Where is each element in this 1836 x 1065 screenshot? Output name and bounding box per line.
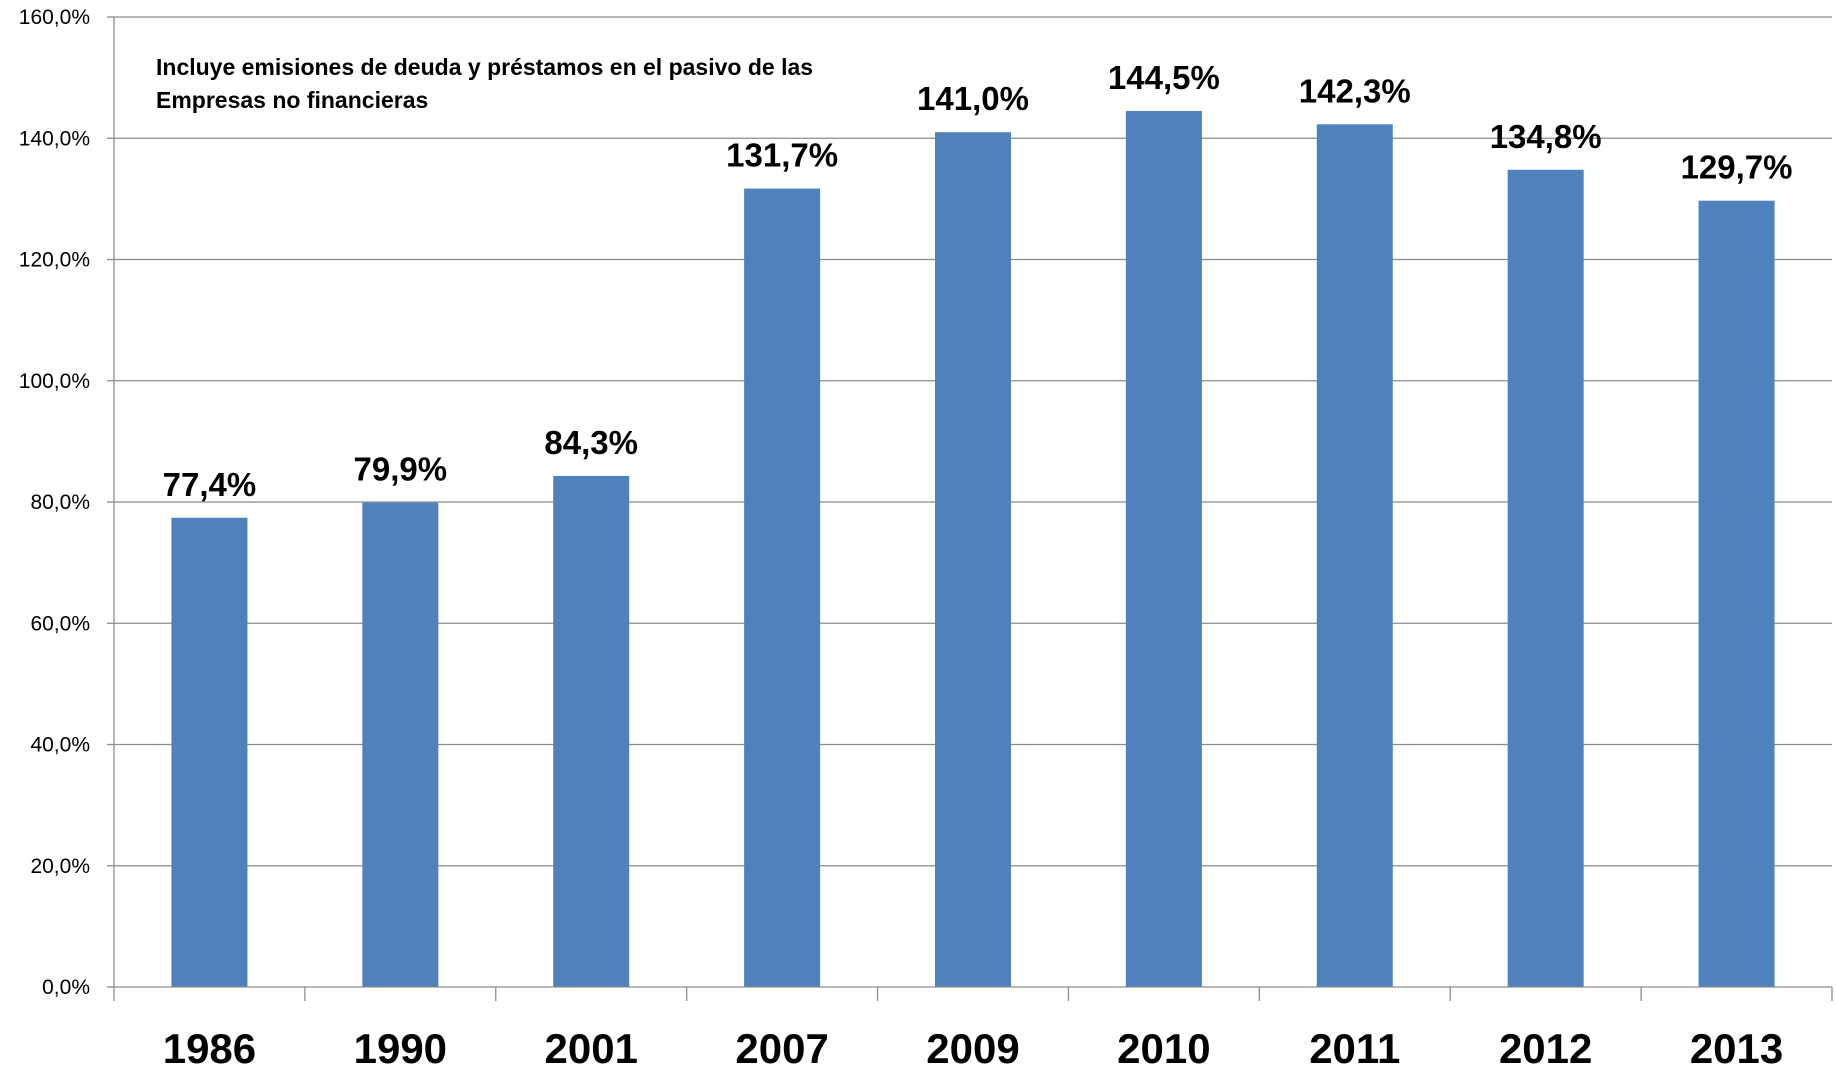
y-tick-label: 20,0%	[30, 855, 90, 878]
x-tick-label-2011: 2011	[1309, 1025, 1400, 1065]
bar-2001	[553, 475, 630, 987]
y-tick-label: 100,0%	[19, 370, 90, 393]
data-label-2011: 142,3%	[1299, 72, 1411, 109]
data-label-2001: 84,3%	[544, 424, 638, 461]
x-tick-label-2010: 2010	[1117, 1025, 1210, 1065]
labels: 0,0% 20,0% 40,0% 60,0% 80,0% 100,0% 120,0% 140,…	[19, 6, 1793, 1065]
x-tick-label-1990: 1990	[354, 1025, 447, 1065]
axes	[107, 16, 1833, 1001]
annotation-line-1: Incluye emisiones de deuda y préstamos e…	[156, 54, 813, 80]
annotation-line-2: Empresas no financieras	[156, 87, 428, 113]
data-label-2013: 129,7%	[1681, 149, 1793, 186]
y-tick-label: 160,0%	[19, 6, 90, 29]
x-tick-label-2007: 2007	[735, 1025, 828, 1065]
data-label-2010: 144,5%	[1108, 59, 1220, 96]
bar-1990	[362, 502, 439, 987]
x-tick-label-2012: 2012	[1499, 1025, 1592, 1065]
data-label-2007: 131,7%	[726, 137, 838, 174]
bar-2007	[744, 188, 821, 988]
y-tick-label: 80,0%	[30, 491, 90, 514]
bar-2010	[1125, 110, 1202, 987]
data-label-1986: 77,4%	[163, 466, 257, 503]
bar-2011	[1316, 124, 1393, 987]
data-label-2012: 134,8%	[1490, 118, 1602, 155]
y-tick-label: 40,0%	[30, 734, 90, 757]
y-tick-label: 120,0%	[19, 249, 90, 272]
y-tick-label: 0,0%	[42, 976, 90, 999]
x-tick-label-1986: 1986	[163, 1025, 256, 1065]
bar-2013	[1698, 200, 1775, 988]
bar-2009	[935, 132, 1011, 987]
y-tick-label: 60,0%	[30, 612, 90, 635]
data-label-1990: 79,9%	[354, 451, 448, 488]
data-label-2009: 141,0%	[917, 80, 1029, 117]
bar-2012	[1507, 169, 1584, 987]
x-tick-label-2001: 2001	[545, 1025, 638, 1065]
x-tick-label-2009: 2009	[926, 1025, 1019, 1065]
bars	[171, 110, 1775, 988]
x-tick-label-2013: 2013	[1690, 1025, 1783, 1065]
bar-1986	[171, 517, 248, 987]
y-tick-label: 140,0%	[19, 127, 90, 150]
